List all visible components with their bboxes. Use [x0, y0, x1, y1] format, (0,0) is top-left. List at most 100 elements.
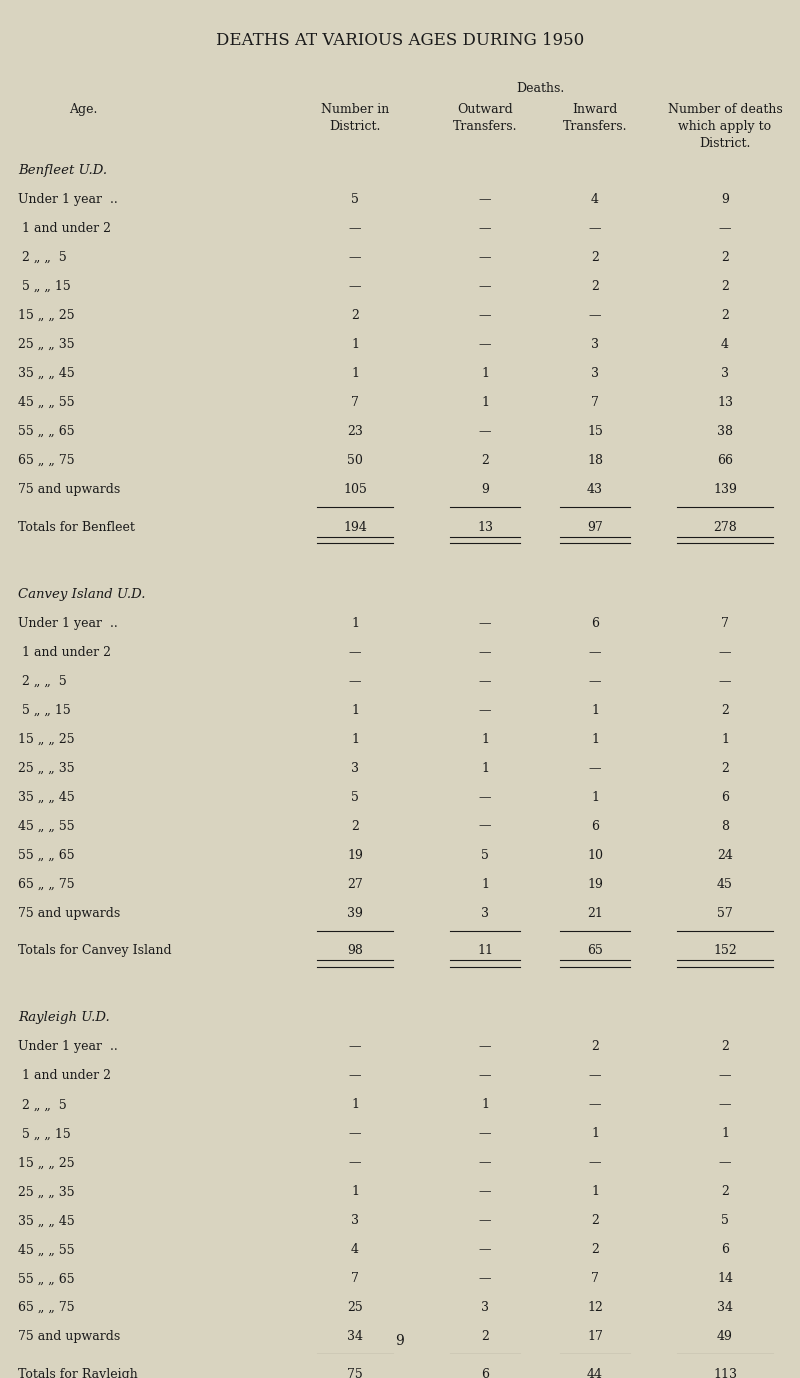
Text: Outward
Transfers.: Outward Transfers.: [453, 103, 518, 134]
Text: 2: 2: [591, 280, 599, 294]
Text: —: —: [349, 1156, 362, 1170]
Text: 12: 12: [587, 1301, 603, 1315]
Text: 75 and upwards: 75 and upwards: [18, 482, 120, 496]
Text: —: —: [478, 1127, 491, 1141]
Text: —: —: [478, 675, 491, 688]
Text: 2: 2: [721, 280, 729, 294]
Text: 3: 3: [591, 338, 599, 351]
Text: —: —: [478, 222, 491, 236]
Text: 2: 2: [351, 309, 359, 322]
Text: 34: 34: [347, 1330, 363, 1344]
Text: Number in
District.: Number in District.: [321, 103, 389, 134]
Text: 50: 50: [347, 453, 363, 467]
Text: 1: 1: [591, 791, 599, 803]
Text: —: —: [589, 1098, 602, 1112]
Text: Age.: Age.: [69, 103, 97, 116]
Text: 3: 3: [351, 1214, 359, 1228]
Text: 55 „ „ 65: 55 „ „ 65: [18, 849, 74, 861]
Text: —: —: [478, 791, 491, 803]
Text: 6: 6: [481, 1368, 489, 1378]
Text: 4: 4: [721, 338, 729, 351]
Text: —: —: [478, 280, 491, 294]
Text: 5: 5: [351, 791, 359, 803]
Text: 8: 8: [721, 820, 729, 832]
Text: 35 „ „ 45: 35 „ „ 45: [18, 367, 74, 380]
Text: 6: 6: [591, 617, 599, 630]
Text: 3: 3: [481, 1301, 489, 1315]
Text: Inward
Transfers.: Inward Transfers.: [562, 103, 627, 134]
Text: 2: 2: [591, 251, 599, 265]
Text: 65 „ „ 75: 65 „ „ 75: [18, 878, 74, 890]
Text: 57: 57: [717, 907, 733, 919]
Text: 3: 3: [721, 367, 729, 380]
Text: 2: 2: [591, 1040, 599, 1053]
Text: 35 „ „ 45: 35 „ „ 45: [18, 1214, 74, 1228]
Text: —: —: [478, 424, 491, 438]
Text: 55 „ „ 65: 55 „ „ 65: [18, 424, 74, 438]
Text: 1: 1: [481, 762, 489, 774]
Text: 3: 3: [591, 367, 599, 380]
Text: 45 „ „ 55: 45 „ „ 55: [18, 395, 74, 409]
Text: —: —: [478, 1214, 491, 1228]
Text: 2: 2: [481, 1330, 489, 1344]
Text: Deaths.: Deaths.: [516, 81, 564, 95]
Text: 1: 1: [481, 395, 489, 409]
Text: Under 1 year  ..: Under 1 year ..: [18, 193, 118, 207]
Text: 4: 4: [351, 1243, 359, 1257]
Text: 34: 34: [717, 1301, 733, 1315]
Text: 17: 17: [587, 1330, 603, 1344]
Text: —: —: [589, 1069, 602, 1082]
Text: 139: 139: [713, 482, 737, 496]
Text: —: —: [349, 1127, 362, 1141]
Text: —: —: [589, 646, 602, 659]
Text: 35 „ „ 45: 35 „ „ 45: [18, 791, 74, 803]
Text: 5: 5: [481, 849, 489, 861]
Text: 3: 3: [351, 762, 359, 774]
Text: 65: 65: [587, 944, 603, 958]
Text: —: —: [478, 1156, 491, 1170]
Text: —: —: [478, 1185, 491, 1199]
Text: —: —: [589, 309, 602, 322]
Text: 2: 2: [721, 704, 729, 717]
Text: 1: 1: [591, 704, 599, 717]
Text: —: —: [478, 646, 491, 659]
Text: 39: 39: [347, 907, 363, 919]
Text: 45 „ „ 55: 45 „ „ 55: [18, 820, 74, 832]
Text: —: —: [349, 1040, 362, 1053]
Text: 2 „ „  5: 2 „ „ 5: [18, 1098, 66, 1112]
Text: 105: 105: [343, 482, 367, 496]
Text: Under 1 year  ..: Under 1 year ..: [18, 1040, 118, 1053]
Text: 7: 7: [351, 1272, 359, 1286]
Text: 2: 2: [481, 453, 489, 467]
Text: 1: 1: [721, 733, 729, 745]
Text: Number of deaths
which apply to
District.: Number of deaths which apply to District…: [668, 103, 782, 150]
Text: —: —: [718, 1098, 731, 1112]
Text: —: —: [349, 1069, 362, 1082]
Text: 5: 5: [351, 193, 359, 207]
Text: —: —: [718, 1156, 731, 1170]
Text: 152: 152: [713, 944, 737, 958]
Text: 1: 1: [351, 733, 359, 745]
Text: 14: 14: [717, 1272, 733, 1286]
Text: —: —: [349, 280, 362, 294]
Text: 1: 1: [591, 733, 599, 745]
Text: 9: 9: [481, 482, 489, 496]
Text: 75: 75: [347, 1368, 363, 1378]
Text: 24: 24: [717, 849, 733, 861]
Text: 1: 1: [351, 367, 359, 380]
Text: —: —: [718, 1069, 731, 1082]
Text: —: —: [478, 193, 491, 207]
Text: Rayleigh U.D.: Rayleigh U.D.: [18, 1011, 110, 1024]
Text: 75 and upwards: 75 and upwards: [18, 907, 120, 919]
Text: 2: 2: [721, 309, 729, 322]
Text: 19: 19: [347, 849, 363, 861]
Text: —: —: [718, 675, 731, 688]
Text: Under 1 year  ..: Under 1 year ..: [18, 617, 118, 630]
Text: 5: 5: [721, 1214, 729, 1228]
Text: DEATHS AT VARIOUS AGES DURING 1950: DEATHS AT VARIOUS AGES DURING 1950: [216, 33, 584, 50]
Text: 19: 19: [587, 878, 603, 890]
Text: 44: 44: [587, 1368, 603, 1378]
Text: 3: 3: [481, 907, 489, 919]
Text: 6: 6: [721, 791, 729, 803]
Text: 25 „ „ 35: 25 „ „ 35: [18, 762, 74, 774]
